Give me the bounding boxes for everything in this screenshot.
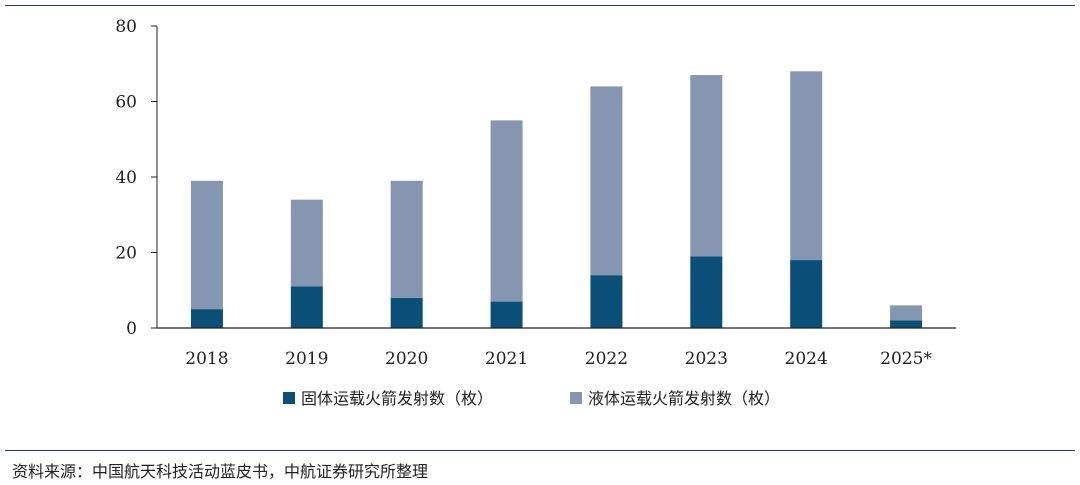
y-tick-label: 0 (126, 319, 137, 339)
x-tick-label: 2019 (285, 349, 328, 369)
y-axis: 0 20 40 60 80 (115, 17, 158, 339)
bar-solid-2020 (390, 297, 423, 328)
bar-solid-2022 (590, 275, 623, 328)
bar-solid-2018 (190, 309, 223, 328)
top-rule (5, 5, 1075, 6)
bar-liquid-2020 (390, 180, 423, 298)
legend-label: 固体运载火箭发射数（枚） (301, 389, 493, 408)
bar-liquid-2021 (490, 120, 523, 302)
bar-solid-2019 (290, 286, 323, 328)
y-tick-label: 40 (115, 168, 137, 188)
y-tick-label: 20 (115, 244, 137, 264)
bar-liquid-2022 (590, 86, 623, 276)
bar-liquid-2023 (690, 75, 723, 257)
bar-solid-2021 (490, 301, 523, 328)
x-tick-label: 2024 (785, 349, 828, 369)
bars (190, 71, 923, 328)
x-tick-label: 2018 (185, 349, 228, 369)
x-tick-label: 2025* (880, 349, 932, 369)
bottom-rule (5, 450, 1075, 451)
y-tick-label: 80 (115, 17, 137, 37)
legend: 固体运载火箭发射数（枚） 液体运载火箭发射数（枚） (283, 389, 780, 408)
source-note: 资料来源：中国航天科技活动蓝皮书，中航证券研究所整理 (12, 462, 429, 481)
x-axis: 2018 2019 2020 2021 2022 2023 2024 2025* (157, 327, 956, 369)
bar-solid-2023 (690, 256, 723, 328)
x-tick-label: 2021 (485, 349, 528, 369)
bar-liquid-2018 (190, 180, 223, 310)
legend-swatch (283, 392, 295, 404)
x-tick-label: 2020 (385, 349, 428, 369)
bar-solid-2024 (790, 260, 823, 328)
bar-liquid-2024 (790, 71, 823, 261)
bar-solid-2025 (890, 320, 923, 328)
y-tick-label: 60 (115, 93, 137, 113)
x-tick-label: 2022 (585, 349, 628, 369)
bar-liquid-2019 (290, 199, 323, 287)
bar-liquid-2025 (890, 305, 923, 321)
legend-label: 液体运载火箭发射数（枚） (588, 389, 780, 408)
x-tick-label: 2023 (685, 349, 728, 369)
legend-swatch (570, 392, 582, 404)
